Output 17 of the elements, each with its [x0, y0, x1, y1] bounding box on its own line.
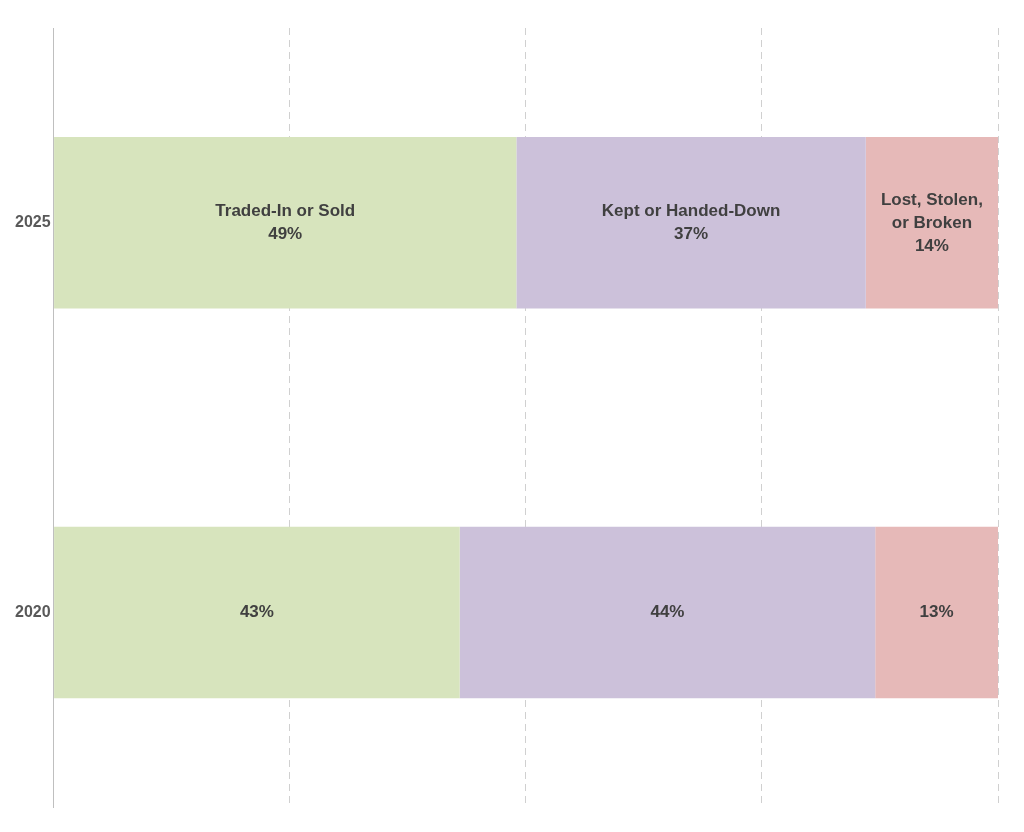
- bar: [54, 526, 460, 699]
- y-tick-label: 2025: [15, 213, 51, 231]
- bar: [459, 526, 876, 699]
- data-label: 14%: [914, 235, 949, 255]
- bar: [865, 137, 998, 309]
- series-label: Traded-In or Sold: [215, 201, 356, 221]
- data-label: 13%: [919, 602, 954, 622]
- data-label: 37%: [674, 224, 709, 244]
- data-label: 44%: [650, 602, 685, 622]
- series-label: Lost, Stolen, or Broken: [880, 189, 983, 232]
- y-tick-label: 2020: [15, 602, 51, 620]
- data-label: 49%: [268, 224, 303, 244]
- bar: [875, 526, 998, 699]
- data-label: 43%: [239, 602, 274, 622]
- series-label: Kept or Handed-Down: [601, 201, 781, 221]
- bar: [516, 137, 866, 309]
- bar: [54, 137, 517, 309]
